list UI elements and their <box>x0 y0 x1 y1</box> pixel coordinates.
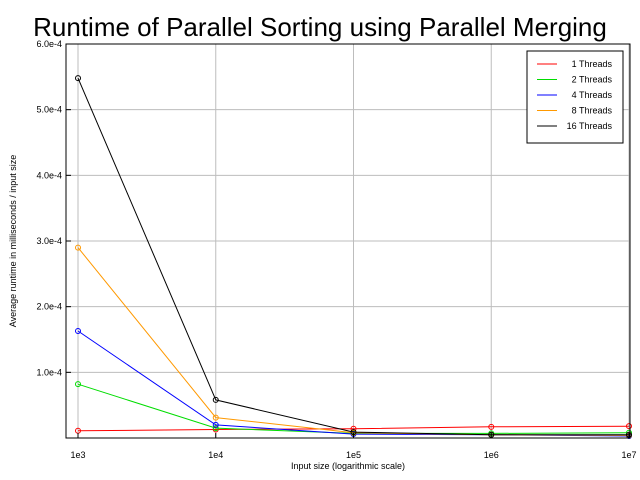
data-point <box>626 423 632 430</box>
series-5 <box>75 75 632 438</box>
x-tick-label: 1e6 <box>484 450 499 460</box>
legend-label: 2 Threads <box>572 75 613 85</box>
data-point <box>75 327 81 334</box>
y-tick-label: 5.0e-4 <box>36 105 62 115</box>
data-point <box>212 421 219 428</box>
legend-item: 2 Threads <box>537 75 613 85</box>
x-axis-ticks: 1e3 1e4 1e5 1e6 1e7 <box>70 433 637 460</box>
y-tick-label: 3.0e-4 <box>36 236 62 246</box>
data-point <box>75 75 81 82</box>
x-tick-label: 1e3 <box>70 450 85 460</box>
data-point <box>212 425 219 432</box>
chart-title: Runtime of Parallel Sorting using Parall… <box>33 12 607 42</box>
x-axis-label: Input size (logarithmic scale) <box>291 461 405 471</box>
y-tick-label: 2.0e-4 <box>36 302 62 312</box>
legend-label: 8 Threads <box>572 106 613 116</box>
y-tick-label: 1.0e-4 <box>36 367 62 377</box>
y-axis-label: Average runtime in milliseconds / input … <box>8 155 18 327</box>
x-tick-label: 1e5 <box>346 450 361 460</box>
legend-item: 4 Threads <box>537 90 613 100</box>
series-line <box>77 425 630 432</box>
y-tick-label: 4.0e-4 <box>36 170 62 180</box>
series-line <box>77 77 629 436</box>
legend: 1 Threads 2 Threads 4 Threads 8 Threads 16 T… <box>526 50 624 144</box>
x-tick-label: 1e7 <box>621 450 636 460</box>
legend-item: 8 Threads <box>537 106 613 116</box>
legend-item: 16 Threads <box>537 121 612 131</box>
data-point <box>488 423 495 430</box>
x-tick-label: 1e4 <box>208 450 223 460</box>
data-point <box>212 414 219 421</box>
legend-item: 1 Threads <box>537 59 613 69</box>
legend-box <box>526 50 624 144</box>
legend-label: 16 Threads <box>567 121 613 131</box>
legend-label: 4 Threads <box>572 90 613 100</box>
legend-label: 1 Threads <box>572 59 613 69</box>
data-point <box>212 396 219 403</box>
y-tick-label: 6.0e-4 <box>36 39 62 49</box>
data-point <box>75 381 81 388</box>
y-axis-ticks: 1.0e-4 2.0e-4 3.0e-4 4.0e-4 5.0e-4 6.0e-4 <box>36 39 71 377</box>
data-point <box>75 244 81 251</box>
